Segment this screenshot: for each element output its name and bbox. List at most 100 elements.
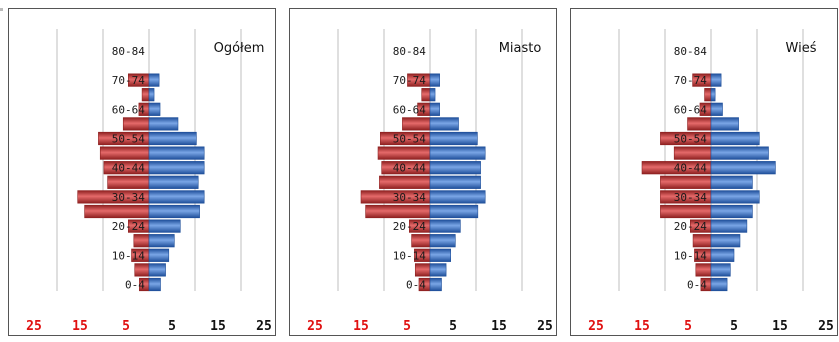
bar-male (148, 263, 166, 277)
bar-male (148, 277, 161, 292)
bar-male (148, 117, 179, 131)
x-tick-label: 5 (168, 319, 176, 334)
chart-panel-ogolem: 0-4 10-14 20-24 30-34 40-44 50-54 60-64 70-74 80… (8, 8, 276, 336)
x-tick-label: 15 (772, 319, 788, 334)
bar-female (687, 117, 712, 131)
bar-female (84, 204, 150, 219)
bar-female (99, 146, 150, 160)
chart-panel-wies: 0-4 10-14 20-24 30-34 40-44 50-54 60-64 70-74 80… (570, 8, 838, 336)
bar-male (429, 263, 447, 277)
chart-panel-miasto: 0-4 10-14 20-24 30-34 40-44 50-54 60-64 70-74 80… (289, 8, 557, 336)
bar-male (429, 234, 456, 248)
bar-male (148, 131, 197, 146)
bar-female (133, 234, 150, 248)
bar-male (148, 204, 200, 219)
age-tick-label: 50-54 (674, 133, 707, 146)
x-tick-label: 5 (730, 319, 738, 334)
chart-title: Wieś (786, 41, 817, 56)
bar-female (365, 204, 431, 219)
bar-male (148, 146, 205, 160)
x-tick-label: 25 (307, 319, 323, 334)
age-tick-label: 60-64 (674, 103, 707, 116)
bar-male (429, 102, 440, 116)
bar-male (710, 102, 723, 116)
bar-male (429, 88, 436, 102)
age-tick-label: 40-44 (112, 162, 145, 175)
bar-female (692, 234, 712, 248)
pyramid-chart-wies: 0-4 10-14 20-24 30-34 40-44 50-54 60-64 70-74 80… (588, 29, 834, 334)
bar-male (710, 234, 741, 248)
bar-male (710, 73, 722, 87)
bar-male (429, 175, 481, 189)
bar-female (704, 88, 712, 102)
age-tick-label: 0-4 (125, 279, 145, 292)
bar-female (411, 234, 431, 248)
pyramid-chart-miasto: 0-4 10-14 20-24 30-34 40-44 50-54 60-64 70-74 80… (307, 29, 553, 334)
bar-male (429, 219, 461, 233)
bar-male (710, 248, 735, 262)
bar-female (379, 175, 431, 189)
bar-male (148, 161, 205, 175)
x-tick-label: 25 (588, 319, 604, 334)
corner-mark (0, 8, 3, 11)
age-tick-label: 30-34 (393, 191, 426, 204)
age-tick-label: 0-4 (687, 279, 707, 292)
x-tick-label: 15 (634, 319, 650, 334)
x-tick-label: 25 (26, 319, 42, 334)
age-tick-label: 50-54 (112, 133, 145, 146)
age-tick-label: 50-54 (393, 133, 426, 146)
bar-male (148, 190, 205, 204)
bar-male (710, 117, 739, 131)
x-tick-label: 5 (684, 319, 692, 334)
age-tick-label: 40-44 (393, 162, 426, 175)
age-tick-label: 10-14 (112, 249, 145, 262)
chart-title: Ogółem (214, 41, 265, 56)
age-tick-label: 20-24 (393, 220, 426, 233)
age-tick-label: 60-64 (112, 103, 145, 116)
bar-male (710, 277, 728, 292)
x-tick-label: 25 (256, 319, 272, 334)
age-tick-label: 70-74 (393, 74, 426, 87)
bar-male (429, 190, 486, 204)
bar-male (710, 88, 716, 102)
bar-male (710, 204, 753, 219)
bar-female (134, 263, 150, 277)
bar-male (148, 88, 155, 102)
age-tick-label: 30-34 (674, 191, 707, 204)
bar-female (377, 146, 431, 160)
pyramid-chart-ogolem: 0-4 10-14 20-24 30-34 40-44 50-54 60-64 70-74 80… (26, 29, 272, 334)
x-tick-label: 5 (449, 319, 457, 334)
x-tick-label: 15 (353, 319, 369, 334)
chart-title: Miasto (499, 41, 542, 56)
bar-male (148, 248, 170, 262)
age-tick-label: 80-84 (112, 45, 145, 58)
bar-male (148, 175, 199, 189)
bar-male (429, 277, 442, 292)
age-tick-label: 20-24 (112, 220, 145, 233)
age-tick-label: 70-74 (674, 74, 707, 87)
bar-female (673, 146, 712, 160)
age-tick-label: 80-84 (674, 45, 707, 58)
age-tick-label: 80-84 (393, 45, 426, 58)
bar-male (429, 204, 479, 219)
bar-male (148, 102, 161, 116)
bar-male (429, 161, 481, 175)
bar-male (148, 234, 175, 248)
x-tick-label: 25 (537, 319, 553, 334)
x-tick-label: 25 (818, 319, 834, 334)
bar-female (122, 117, 150, 131)
bar-male (429, 248, 452, 262)
x-tick-label: 15 (72, 319, 88, 334)
bar-female (695, 263, 712, 277)
bar-male (710, 131, 760, 146)
bar-female (421, 88, 431, 102)
age-tick-label: 20-24 (674, 220, 707, 233)
bar-male (148, 219, 181, 233)
bar-female (141, 88, 150, 102)
bar-male (710, 219, 748, 233)
bar-female (107, 175, 150, 189)
bar-male (710, 190, 760, 204)
bar-male (429, 73, 440, 87)
bar-male (429, 131, 478, 146)
age-tick-label: 40-44 (674, 162, 707, 175)
